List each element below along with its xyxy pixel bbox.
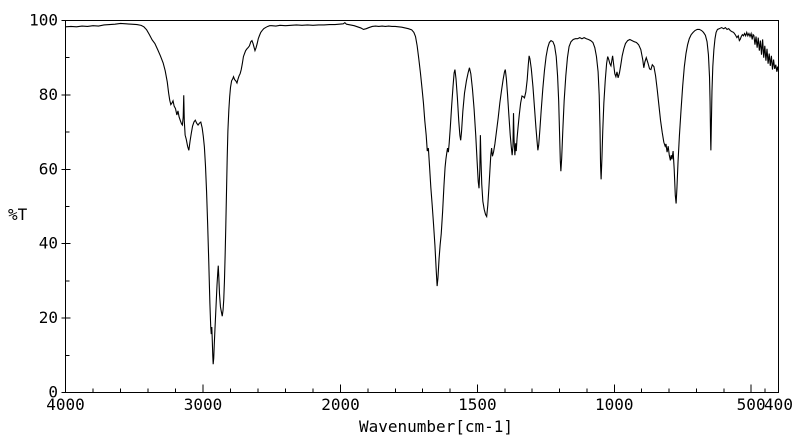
spectrum-curve xyxy=(65,22,780,365)
y-tick-label: 20 xyxy=(39,308,58,327)
x-tick-label: 1000 xyxy=(595,395,634,414)
plot-border-rect xyxy=(65,20,779,393)
y-tick-label: 100 xyxy=(29,11,58,30)
x-tick-label: 400 xyxy=(764,395,793,414)
spectrum-line xyxy=(65,22,780,365)
axis-ticks xyxy=(61,20,779,393)
x-tick-label: 3000 xyxy=(184,395,223,414)
plot-border xyxy=(65,20,779,393)
y-tick-label: 40 xyxy=(39,234,58,253)
x-tick-label: 4000 xyxy=(46,395,85,414)
x-axis-title: Wavenumber[cm-1] xyxy=(359,417,513,436)
y-axis-title: %T xyxy=(8,205,28,224)
y-tick-label: 60 xyxy=(39,159,58,178)
y-tick-label: 0 xyxy=(48,383,58,402)
x-tick-label: 1500 xyxy=(458,395,497,414)
y-tick-label: 80 xyxy=(39,85,58,104)
x-tick-label: 500 xyxy=(737,395,766,414)
x-tick-label: 2000 xyxy=(321,395,360,414)
